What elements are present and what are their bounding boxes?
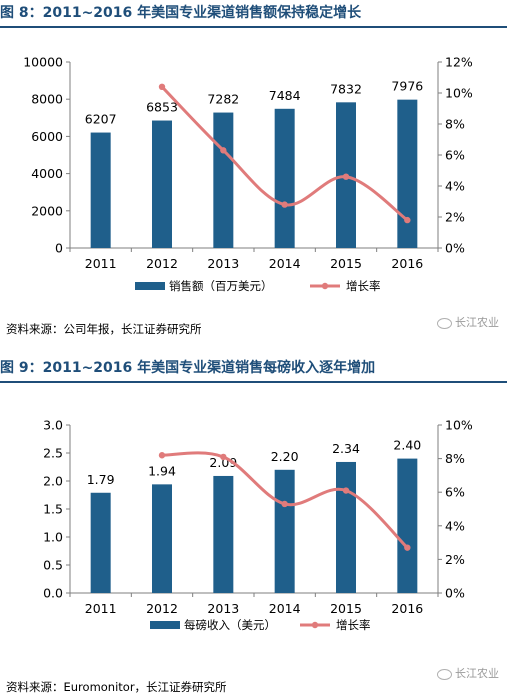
data-label: 7484: [269, 88, 301, 103]
bar: [152, 484, 172, 593]
x-tick-label: 2016: [391, 256, 423, 271]
y-tick-label-left: 10000: [23, 55, 63, 70]
growth-rate-point: [158, 452, 166, 459]
growth-rate-point: [158, 83, 166, 90]
bar: [336, 461, 356, 593]
figure-8-chart: 0 2000 4000 6000 8000 10000 0% 2% 4% 6% 8% 10% 12% 62…: [23, 55, 473, 294]
legend-swatch-marker: [311, 621, 319, 629]
data-label: 1.79: [87, 472, 115, 487]
y-tick-label-right: 2%: [445, 210, 465, 225]
data-label: 2.09: [209, 455, 237, 470]
data-label: 2.34: [332, 441, 360, 456]
y-tick-label-right: 0%: [445, 586, 465, 601]
data-label: 7976: [391, 79, 423, 94]
data-label: 2.20: [271, 449, 299, 464]
y-tick-label-right: 10%: [445, 418, 473, 433]
y-tick-label-left: 1.0: [43, 530, 63, 545]
y-tick-label-right: 8%: [445, 117, 465, 132]
figure-8-title: 图 8：2011~2016 年美国专业渠道销售额保持稳定增长: [0, 5, 362, 21]
bar: [213, 112, 234, 248]
data-label: 7282: [207, 92, 239, 107]
y-tick-label-left: 2000: [31, 203, 63, 218]
bar: [152, 120, 172, 248]
x-tick-label: 2012: [146, 256, 178, 271]
legend-label-bar: 销售额（百万美元）: [169, 279, 273, 293]
y-tick-label-left: 3.0: [43, 418, 63, 433]
legend-swatch-marker: [321, 282, 329, 290]
data-label: 2.40: [393, 438, 421, 453]
data-label: 7832: [330, 81, 362, 96]
figure-9-chart: 0.0 0.5 1.0 1.5 2.0 2.5 3.0 0% 2% 4% 6% 8% 10% 1.79 20…: [43, 418, 473, 633]
y-tick-label-right: 4%: [445, 518, 465, 533]
growth-rate-point: [342, 487, 350, 494]
legend-swatch-bar: [135, 282, 165, 290]
bar: [274, 108, 295, 248]
growth-rate-point: [281, 201, 288, 208]
data-label: 6853: [146, 100, 178, 115]
y-tick-label-left: 1.5: [43, 502, 63, 517]
y-tick-label-left: 2.5: [43, 446, 63, 461]
y-tick-label-right: 6%: [445, 485, 465, 500]
x-tick-label: 2013: [207, 601, 239, 616]
y-tick-label-right: 12%: [445, 55, 473, 70]
x-tick-label: 2011: [85, 601, 117, 616]
figure-9-watermark: 长江农业: [437, 665, 499, 681]
x-tick-label: 2015: [330, 256, 362, 271]
wechat-icon: [437, 317, 452, 329]
growth-rate-point: [342, 173, 350, 180]
y-tick-label-right: 10%: [445, 86, 473, 101]
figure-9-title: 图 9：2011~2016 年美国专业渠道销售每磅收入逐年增加: [0, 360, 376, 376]
y-tick-label-right: 6%: [445, 148, 465, 163]
figure-9-title-rule: [0, 381, 507, 383]
legend-label-line: 增长率: [346, 279, 381, 293]
data-label: 6207: [85, 112, 117, 127]
growth-rate-point: [404, 544, 411, 551]
x-tick-label: 2015: [330, 601, 362, 616]
y-tick-label-left: 4000: [31, 166, 63, 181]
x-tick-label: 2016: [391, 601, 423, 616]
x-tick-label: 2014: [269, 256, 301, 271]
y-tick-label-left: 2.0: [43, 474, 63, 489]
bar: [90, 492, 111, 593]
y-tick-label-right: 8%: [445, 451, 465, 466]
figure-8-watermark-text: 长江农业: [455, 316, 499, 329]
y-tick-label-left: 0.5: [43, 558, 63, 573]
bar: [397, 99, 418, 249]
figure-8-source: 资料来源：公司年报，长江证券研究所: [6, 322, 202, 336]
x-tick-label: 2013: [207, 256, 239, 271]
wechat-icon: [437, 668, 452, 680]
legend-swatch-bar: [150, 621, 180, 629]
y-tick-label-right: 4%: [445, 179, 465, 194]
x-tick-label: 2012: [146, 601, 178, 616]
y-tick-label-left: 6000: [31, 129, 63, 144]
bar: [90, 132, 111, 248]
legend-label-line: 增长率: [336, 618, 371, 632]
figure-9-source: 资料来源：Euromonitor，长江证券研究所: [6, 680, 227, 694]
growth-rate-point: [281, 500, 288, 508]
y-tick-label-right: 0%: [445, 241, 465, 256]
y-tick-label-right: 2%: [445, 552, 465, 567]
x-tick-label: 2011: [85, 256, 117, 271]
figure-8-title-rule: [0, 26, 507, 28]
data-label: 1.94: [148, 463, 176, 478]
y-tick-label-left: 0: [55, 241, 63, 256]
bar: [274, 469, 295, 593]
bar: [213, 475, 234, 593]
y-tick-label-left: 0.0: [43, 586, 63, 601]
x-tick-label: 2014: [269, 601, 301, 616]
legend-label-bar: 每磅收入（美元）: [184, 618, 276, 632]
growth-rate-point: [220, 147, 227, 154]
growth-rate-point: [220, 453, 227, 461]
y-tick-label-left: 8000: [31, 92, 63, 107]
figure-9-watermark-text: 长江农业: [455, 667, 499, 680]
bar: [397, 458, 418, 593]
growth-rate-point: [404, 216, 411, 224]
figure-8-watermark: 长江农业: [437, 314, 499, 330]
